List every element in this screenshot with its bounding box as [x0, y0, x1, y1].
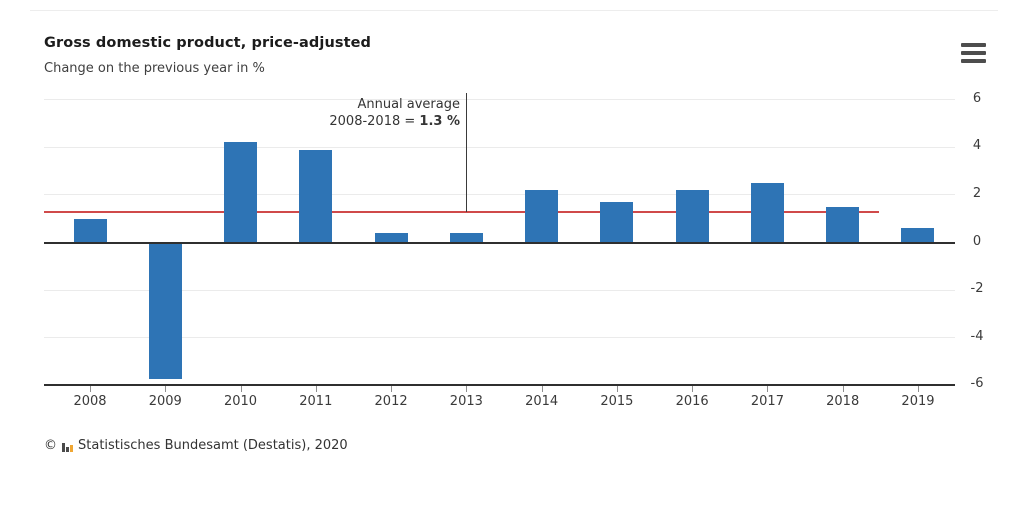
y-axis-tick-label: -4 [970, 328, 984, 344]
x-axis-label-2017: 2017 [750, 394, 784, 409]
annotation-pointer-line [466, 93, 467, 212]
average-reference-line [44, 210, 880, 213]
hamburger-bar [961, 43, 986, 47]
x-axis-label-2010: 2010 [223, 394, 258, 409]
y-axis-tick-label: 6 [972, 90, 982, 106]
y-axis-tick-label: -6 [970, 376, 984, 392]
x-axis-tick [240, 386, 242, 393]
annotation-line2: 2008-2018 = 1.3 % [329, 114, 460, 129]
x-axis-tick [692, 386, 694, 393]
source-line: © Statistisches Bundesamt (Destatis), 20… [44, 438, 348, 453]
x-axis-label-2015: 2015 [600, 394, 634, 409]
x-axis-label-2008: 2008 [73, 394, 107, 409]
bar-2011[interactable] [299, 149, 333, 243]
hamburger-bar [961, 59, 986, 63]
hamburger-menu-icon[interactable] [961, 42, 987, 64]
x-axis-label-2018: 2018 [826, 394, 860, 409]
gridline [44, 337, 955, 339]
bar-2016[interactable] [675, 190, 709, 243]
x-axis-label-2016: 2016 [675, 394, 709, 409]
x-axis-label-2012: 2012 [374, 394, 408, 409]
x-axis-label-2009: 2009 [148, 394, 182, 409]
x-axis-label-2019: 2019 [901, 394, 935, 409]
chart-subtitle: Change on the previous year in % [44, 61, 265, 76]
x-axis-tick [315, 386, 317, 393]
bar-2008[interactable] [73, 218, 107, 243]
x-axis-tick [767, 386, 769, 393]
annotation-line1: Annual average [357, 97, 460, 112]
x-axis-tick [466, 386, 468, 393]
bar-2013[interactable] [449, 232, 483, 243]
copyright-symbol: © [44, 438, 57, 453]
average-annotation: Annual average 2008-2018 = 1.3 % [260, 96, 460, 130]
bar-2010[interactable] [224, 142, 258, 243]
gridline [44, 289, 955, 291]
x-axis-tick [391, 386, 393, 393]
hamburger-bar [961, 51, 986, 55]
y-axis-tick-label: 4 [972, 138, 982, 154]
x-axis-label-2014: 2014 [525, 394, 559, 409]
bar-2012[interactable] [374, 232, 408, 243]
chart-title: Gross domestic product, price-adjusted [44, 35, 372, 51]
x-axis-tick [842, 386, 844, 393]
gridline [44, 99, 955, 100]
y-axis-tick-label: -2 [970, 281, 984, 297]
x-axis-tick [90, 386, 91, 393]
gridline [44, 146, 955, 148]
gridline [44, 194, 955, 196]
bar-2009[interactable] [148, 243, 182, 380]
x-axis-label-2013: 2013 [449, 394, 483, 409]
x-axis-tick [165, 386, 167, 393]
y-axis-tick-label: 0 [972, 233, 982, 249]
x-axis-tick [616, 386, 618, 393]
zero-line [44, 241, 955, 244]
destatis-bar-chart-logo [62, 440, 73, 452]
bar-2018[interactable] [826, 206, 860, 243]
x-axis-label-2011: 2011 [299, 394, 333, 409]
bar-2015[interactable] [600, 201, 634, 243]
x-axis-tick [917, 386, 919, 393]
bar-2017[interactable] [750, 182, 784, 243]
x-axis-tick [541, 386, 543, 393]
y-axis-tick-label: 2 [972, 185, 982, 201]
top-divider [30, 10, 998, 11]
x-axis-line [44, 384, 955, 387]
bar-2014[interactable] [525, 190, 559, 243]
bar-2019[interactable] [901, 228, 935, 243]
source-text: Statistisches Bundesamt (Destatis), 2020 [78, 438, 348, 453]
